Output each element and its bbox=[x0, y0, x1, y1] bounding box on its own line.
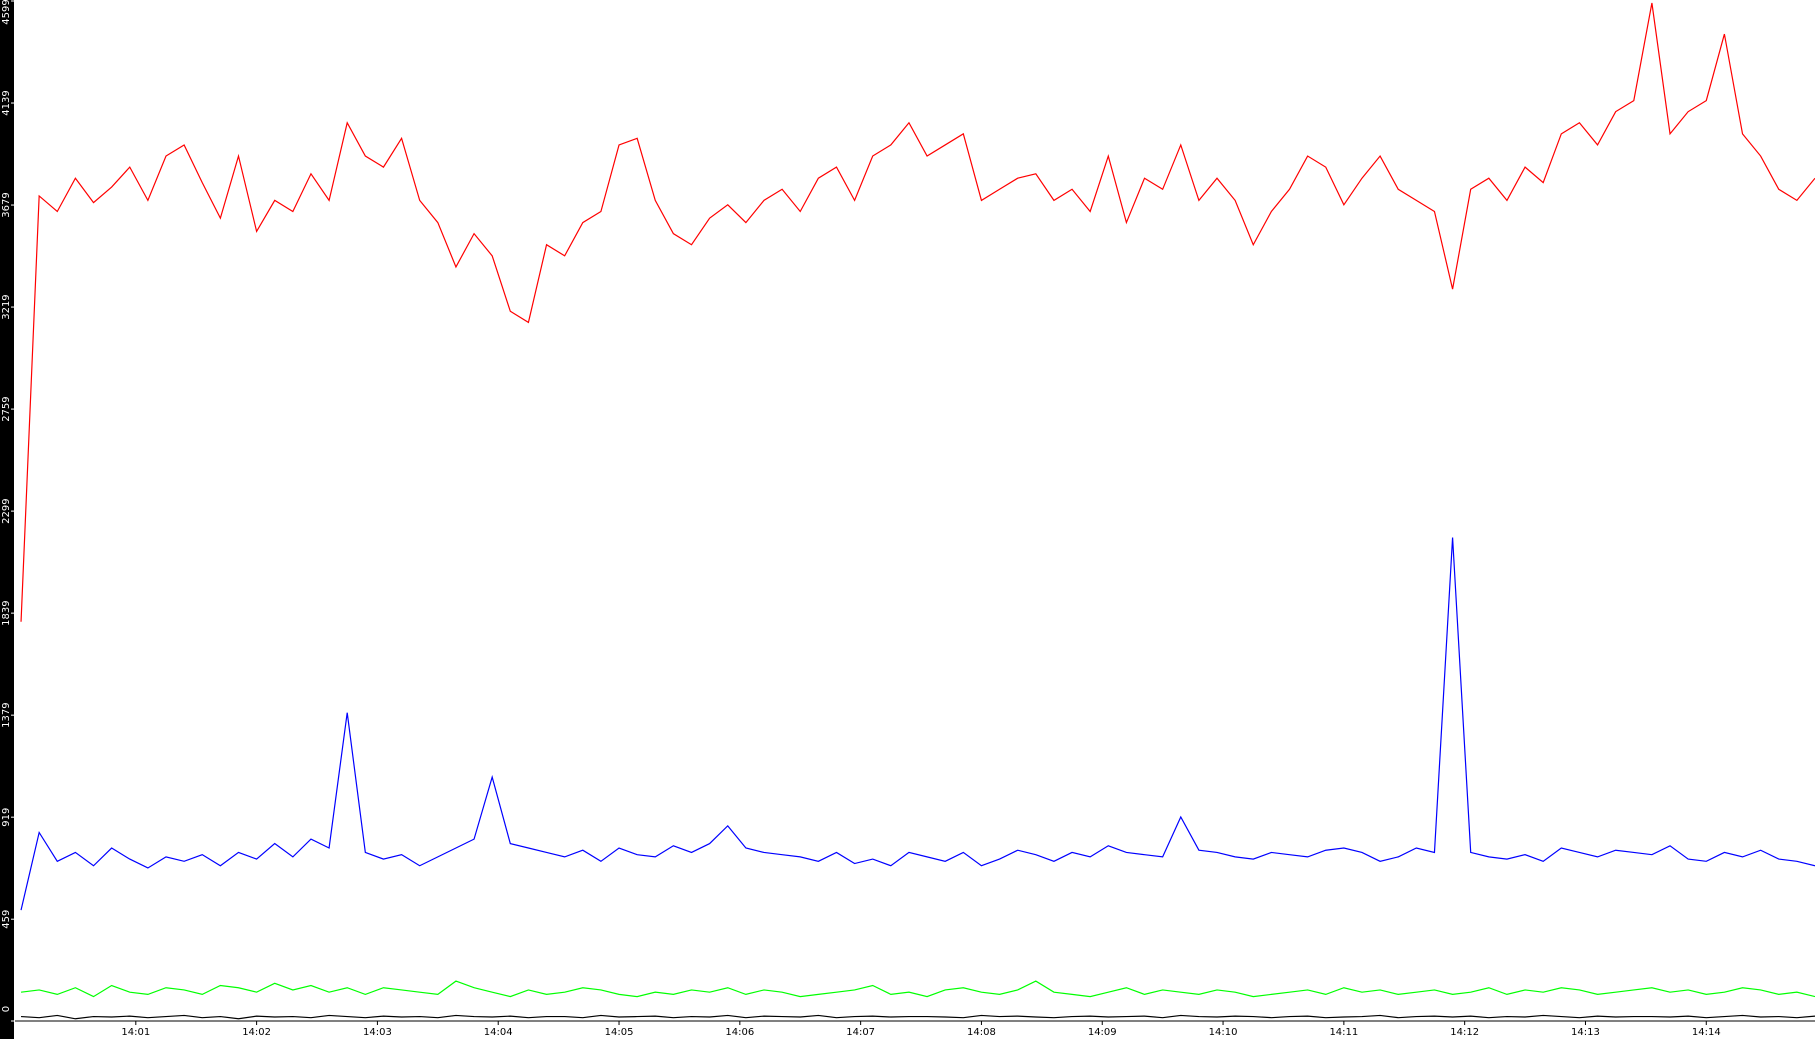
series-line bbox=[21, 1014, 1815, 1020]
series-line bbox=[20, 980, 1815, 998]
x-tick-label: 14:03 bbox=[363, 1027, 392, 1038]
x-tick-label: 14:13 bbox=[1571, 1027, 1600, 1038]
x-tick-label: 14:07 bbox=[846, 1027, 875, 1038]
y-tick-label: 4139 bbox=[1, 90, 12, 115]
y-tick-label: 459 bbox=[1, 910, 12, 929]
y-axis-strip bbox=[0, 0, 14, 1039]
series-line bbox=[20, 2, 1815, 622]
x-tick-label: 14:04 bbox=[484, 1027, 513, 1038]
x-tick-label: 14:05 bbox=[605, 1027, 634, 1038]
y-tick-label: 4599 bbox=[1, 0, 12, 25]
y-tick-label: 2759 bbox=[1, 396, 12, 421]
series-line bbox=[20, 537, 1815, 911]
x-tick-label: 14:09 bbox=[1088, 1027, 1117, 1038]
y-tick-label: 1839 bbox=[1, 600, 12, 625]
x-tick-label: 14:06 bbox=[725, 1027, 754, 1038]
y-tick-label: 3219 bbox=[1, 294, 12, 319]
y-tick-label: 919 bbox=[1, 808, 12, 827]
x-tick-label: 14:11 bbox=[1329, 1027, 1358, 1038]
x-tick-label: 14:10 bbox=[1209, 1027, 1238, 1038]
x-tick-label: 14:08 bbox=[967, 1027, 996, 1038]
y-tick-label: 1379 bbox=[1, 702, 12, 727]
x-tick-label: 14:14 bbox=[1692, 1027, 1721, 1038]
x-tick-label: 14:01 bbox=[121, 1027, 150, 1038]
y-tick-label: 2299 bbox=[1, 498, 12, 523]
x-tick-label: 14:12 bbox=[1450, 1027, 1479, 1038]
y-tick-label: 0 bbox=[1, 1006, 12, 1012]
x-tick-label: 14:02 bbox=[242, 1027, 271, 1038]
y-tick-label: 3679 bbox=[1, 192, 12, 217]
